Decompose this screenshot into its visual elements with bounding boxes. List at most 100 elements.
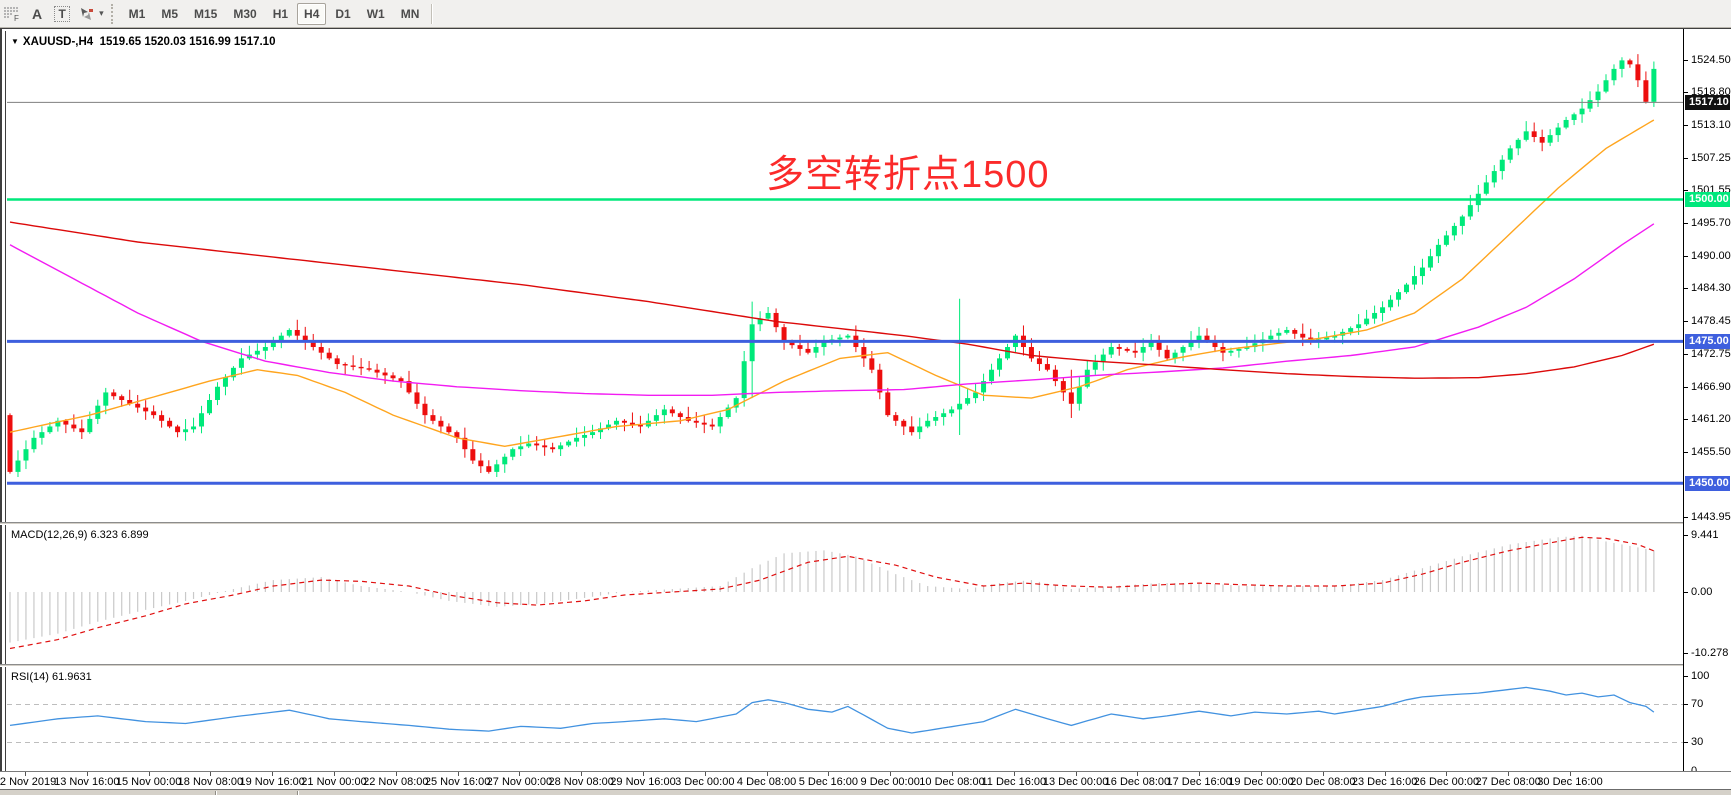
strip-divider bbox=[215, 791, 217, 795]
axis-tick-mark bbox=[1684, 652, 1688, 654]
time-label: 20 Dec 08:00 bbox=[1290, 776, 1356, 788]
time-tick-mark bbox=[828, 772, 830, 776]
axis-tick-mark bbox=[1684, 517, 1688, 519]
time-label: 18 Nov 08:00 bbox=[177, 776, 244, 788]
price-tick-label: -10.278 bbox=[1691, 646, 1729, 659]
time-tick-mark bbox=[86, 772, 88, 776]
axis-tick-mark bbox=[1684, 419, 1688, 421]
price-tag: 1517.10 bbox=[1685, 94, 1730, 110]
price-tick-label: 0.00 bbox=[1691, 585, 1713, 598]
axis-tick-mark bbox=[1684, 59, 1688, 61]
time-label: 27 Dec 08:00 bbox=[1475, 776, 1541, 788]
axis-tick-mark bbox=[1684, 386, 1688, 388]
toolbar: F A T ▾ M1 M5 M15 M30 H1 H4 D1 W1 MN bbox=[0, 0, 1731, 28]
time-tick-mark bbox=[890, 772, 892, 776]
axis-tick-mark bbox=[1684, 157, 1688, 159]
timeframe-button-w1[interactable]: W1 bbox=[366, 6, 385, 21]
font-tool-button[interactable]: A bbox=[32, 5, 43, 22]
axis-tick-mark bbox=[1684, 92, 1688, 94]
ohlc-values: 1519.65 1520.03 1516.99 1517.10 bbox=[99, 36, 276, 48]
time-tick-mark bbox=[519, 772, 521, 776]
time-tick-mark bbox=[210, 772, 212, 776]
time-label: 11 Dec 16:00 bbox=[981, 776, 1047, 788]
time-tick-mark bbox=[766, 772, 768, 776]
time-tick-mark bbox=[1508, 772, 1510, 776]
price-tag: 1450.00 bbox=[1685, 475, 1730, 491]
timeframe-button-m30[interactable]: M30 bbox=[233, 6, 257, 21]
time-label: 13 Dec 00:00 bbox=[1042, 776, 1109, 788]
axis-tick-mark bbox=[1684, 190, 1688, 192]
timeframe-button-h4[interactable]: H4 bbox=[297, 2, 327, 25]
time-label: 29 Nov 16:00 bbox=[610, 776, 676, 788]
time-axis[interactable]: 12 Nov 2019 13 Nov 16:00 15 Nov 00:00 18 No… bbox=[0, 771, 1731, 789]
time-tick-mark bbox=[643, 772, 644, 776]
axis-tick-mark bbox=[1684, 124, 1688, 126]
timeframe-toolbar: M1 M5 M15 M30 H1 H4 D1 W1 MN bbox=[121, 2, 428, 25]
arrows-tool-button[interactable] bbox=[76, 4, 96, 24]
price-tick-label: 70 bbox=[1691, 698, 1704, 710]
time-label: 26 Dec 00:00 bbox=[1413, 776, 1480, 788]
rsi-line bbox=[9, 686, 1655, 734]
panel-left-border bbox=[5, 31, 6, 789]
annotation-text[interactable]: 多空转折点1500 bbox=[766, 154, 1050, 196]
symbol-ohlc-line: ▼ XAUUSD-,H4 1519.65 1520.03 1516.99 1517… bbox=[11, 36, 275, 48]
time-tick-mark bbox=[704, 772, 706, 776]
time-tick-mark bbox=[148, 772, 150, 776]
price-tick-label: 1507.25 bbox=[1691, 151, 1731, 164]
time-label: 15 Nov 00:00 bbox=[115, 776, 182, 788]
price-axis[interactable]: 1524.50 1518.80 1513.10 1507.25 1501.55 1495.… bbox=[1683, 29, 1731, 777]
time-label: 17 Dec 16:00 bbox=[1166, 776, 1232, 788]
price-tick-label: 9.441 bbox=[1691, 529, 1719, 542]
price-tick-label: 1495.70 bbox=[1691, 217, 1731, 230]
time-tick-mark bbox=[457, 772, 459, 776]
text-label-icon: T bbox=[54, 5, 70, 22]
timeframe-button-mn[interactable]: MN bbox=[400, 6, 420, 21]
price-tick-label: 1513.10 bbox=[1691, 118, 1731, 131]
macd-indicator-chart[interactable] bbox=[7, 525, 1683, 664]
axis-tick-mark bbox=[1684, 675, 1688, 677]
time-tick-mark bbox=[272, 772, 274, 776]
symbol-dropdown-icon[interactable]: ▼ bbox=[11, 37, 19, 46]
time-label: 22 Nov 08:00 bbox=[363, 776, 429, 788]
macd-label: MACD(12,26,9) 6.323 6.899 bbox=[11, 529, 149, 541]
main-price-chart[interactable] bbox=[7, 32, 1683, 523]
symbol-name: XAUUSD-,H4 bbox=[22, 36, 94, 48]
axis-tick-mark bbox=[1684, 742, 1688, 743]
time-tick-mark bbox=[1013, 772, 1015, 776]
axis-tick-mark bbox=[1684, 535, 1688, 537]
time-label: 4 Dec 08:00 bbox=[736, 776, 797, 788]
time-tick-mark bbox=[1199, 772, 1201, 776]
timeframe-button-m15[interactable]: M15 bbox=[194, 6, 218, 21]
timeframe-button-m5[interactable]: M5 bbox=[161, 6, 178, 21]
timeframe-button-d1[interactable]: D1 bbox=[335, 6, 351, 21]
time-label: 19 Nov 16:00 bbox=[239, 776, 305, 788]
rsi-indicator-chart[interactable] bbox=[7, 667, 1683, 771]
axis-tick-mark bbox=[1684, 591, 1688, 593]
text-label-tool-button[interactable]: T bbox=[52, 4, 72, 24]
time-tick-mark bbox=[1137, 772, 1139, 776]
toolbar-grip[interactable] bbox=[110, 3, 116, 24]
grid-f-icon[interactable]: F bbox=[2, 4, 22, 24]
panel-separator[interactable] bbox=[0, 522, 1731, 525]
price-tick-label: 0 bbox=[1691, 765, 1697, 777]
window-left-border bbox=[0, 29, 2, 789]
price-tick-label: 1466.90 bbox=[1691, 380, 1731, 393]
axis-tick-mark bbox=[1684, 353, 1688, 355]
rsi-label: RSI(14) 61.9631 bbox=[11, 671, 92, 683]
price-tick-label: 30 bbox=[1691, 736, 1704, 748]
time-tick-mark bbox=[1570, 772, 1571, 776]
arrows-dropdown-caret-icon[interactable]: ▾ bbox=[99, 8, 104, 18]
svg-text:F: F bbox=[14, 14, 19, 23]
time-label: 12 Nov 2019 bbox=[0, 776, 57, 788]
time-label: 21 Nov 00:00 bbox=[301, 776, 367, 788]
axis-tick-mark bbox=[1684, 451, 1688, 453]
panel-separator[interactable] bbox=[0, 664, 1731, 667]
price-tick-label: 1484.30 bbox=[1691, 282, 1731, 295]
timeframe-button-m1[interactable]: M1 bbox=[128, 6, 146, 21]
ma_slow_anchors bbox=[9, 221, 1655, 379]
macd-signal-line bbox=[9, 536, 1655, 650]
time-tick-mark bbox=[952, 772, 953, 776]
timeframe-button-h1[interactable]: H1 bbox=[272, 6, 289, 21]
ma_mid_anchors bbox=[9, 223, 1655, 396]
axis-tick-mark bbox=[1684, 223, 1688, 225]
